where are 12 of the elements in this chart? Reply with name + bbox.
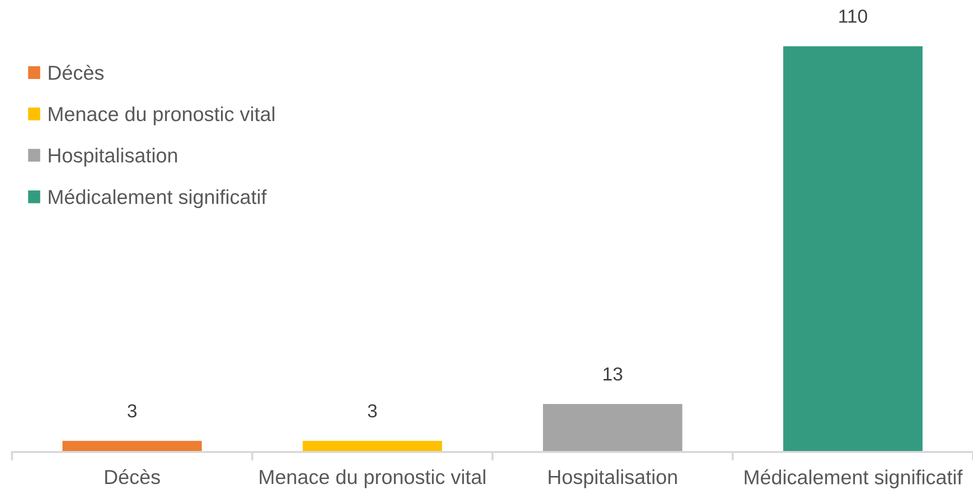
data-label: 110 — [839, 10, 868, 23]
data-label: 13 — [604, 367, 622, 381]
legend-label: Médicalement significatif — [48, 189, 267, 208]
x-tick-label: Hospitalisation — [548, 469, 677, 488]
data-label: 3 — [128, 404, 137, 418]
x-tick-label: Menace du pronostic vital — [260, 469, 486, 488]
x-tick-label: Médicalement significatif — [744, 469, 963, 488]
legend-label: Hospitalisation — [48, 148, 177, 167]
data-label: 3 — [368, 404, 377, 418]
legend-label: Décès — [48, 64, 104, 80]
legend-label: Menace du pronostic vital — [48, 106, 274, 126]
x-tick-label: Décès — [105, 469, 160, 484]
